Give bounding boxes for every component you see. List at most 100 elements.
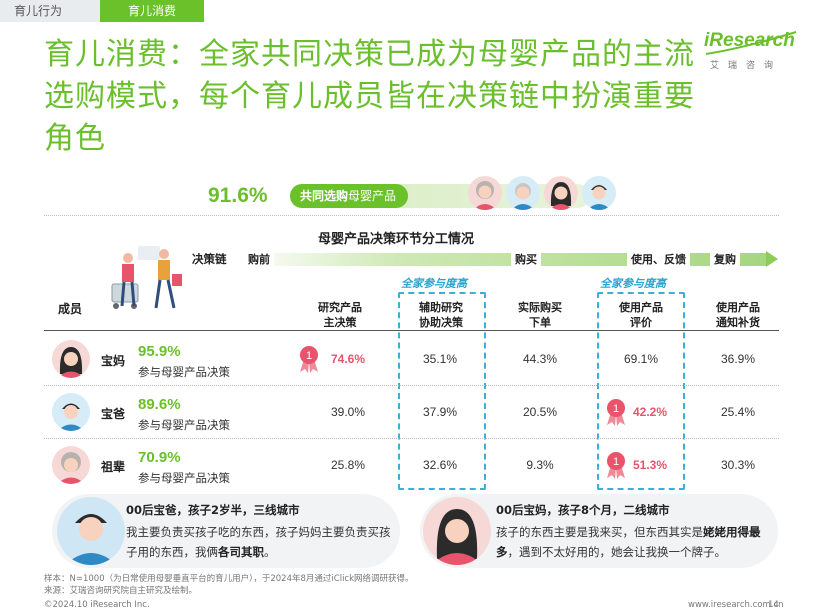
col-header-research-l2: 主决策 [323, 316, 357, 329]
svg-text:1: 1 [613, 456, 619, 468]
col-header-review-l1: 使用产品 [619, 301, 663, 314]
member-name-mother: 宝妈 [101, 354, 126, 368]
row-divider [44, 438, 779, 439]
cell-mother-research: 74.6% [330, 352, 366, 366]
member-desc-grandparents: 参与母婴产品决策 [138, 471, 230, 485]
logo-cn: 艾瑞咨询 [710, 61, 783, 71]
page-number: 14 [768, 600, 779, 610]
member-percent-father: 89.6% [138, 396, 181, 413]
rank-ribbon-icon: 1 [607, 399, 625, 426]
col-header-research-l1: 研究产品 [318, 301, 362, 314]
cell-grandparents-research: 25.8% [330, 458, 366, 472]
stage-pre-purchase: 购前 [244, 251, 274, 267]
col-header-purchase-l1: 实际购买 [518, 301, 562, 314]
cell-mother-restock: 36.9% [720, 352, 756, 366]
col-header-purchase-l2: 下单 [529, 316, 551, 329]
mother-avatar-icon [423, 497, 491, 565]
col-header-restock: 使用产品 通知补货 [698, 300, 778, 330]
quote-title-father: 00后宝爸，孩子2岁半，三线城市 [126, 503, 300, 517]
highlight-box-assist [398, 292, 486, 490]
member-name-father: 宝爸 [101, 407, 126, 421]
quote-text-father-plain: 我主要负责买孩子吃的东西，孩子妈妈主要负责买孩子用的东西，我俩 [126, 525, 391, 559]
father-avatar-icon [57, 497, 125, 565]
rank-ribbon-icon: 1 [300, 346, 318, 373]
col-header-restock-l1: 使用产品 [716, 301, 760, 314]
cell-grandparents-restock: 30.3% [720, 458, 756, 472]
cell-father-restock: 25.4% [720, 405, 756, 419]
quote-text-mother-end: ，遇到不太好用的，她会让我换一个牌子。 [507, 545, 727, 559]
logo-swoosh-icon [705, 31, 797, 55]
cell-father-purchase: 20.5% [522, 405, 558, 419]
iresearch-logo: iResearch 艾瑞咨询 [704, 30, 800, 74]
members-header: 成员 [58, 302, 83, 316]
cell-grandparents-review: 51.3% [632, 458, 668, 472]
col-header-restock-l2: 通知补货 [716, 316, 760, 329]
cell-grandparents-purchase: 9.3% [526, 458, 554, 472]
cell-father-research: 39.0% [330, 405, 366, 419]
section-divider [44, 215, 779, 216]
shoppers-illustration-icon [111, 246, 182, 309]
highlight-box-review [597, 292, 685, 490]
logo-word: iResearch [704, 30, 795, 51]
highlight-tag-assist: 全家参与度高 [401, 277, 467, 290]
member-desc-mother: 参与母婴产品决策 [138, 365, 230, 379]
stage-purchase: 购买 [511, 251, 541, 267]
joint-purchase-label-bold: 共同选购 [300, 189, 349, 203]
rank-ribbon-icon: 1 [607, 452, 625, 479]
cell-grandparents-assist: 32.6% [422, 458, 458, 472]
svg-text:1: 1 [613, 403, 619, 415]
quote-card-father: 00后宝爸，孩子2岁半，三线城市 我主要负责买孩子吃的东西，孩子妈妈主要负责买孩… [52, 494, 400, 568]
footer-url[interactable]: www.iresearch.com.cn [688, 600, 784, 610]
grandpa-avatar-icon [506, 176, 540, 210]
col-header-purchase: 实际购买 下单 [500, 300, 580, 330]
page-title: 育儿消费：全家共同决策已成为母婴产品的主流选购模式，每个育儿成员皆在决策链中扮演… [44, 37, 695, 156]
joint-purchase-label-rest: 母婴产品 [348, 189, 397, 203]
quote-title-mother: 00后宝妈，孩子8个月，二线城市 [496, 503, 670, 517]
stage-repurchase: 复购 [710, 251, 740, 267]
mother-avatar-icon [544, 176, 578, 210]
joint-purchase-percent: 91.6% [208, 184, 268, 207]
quote-text-father-end: 。 [264, 545, 276, 559]
grandma-avatar-icon [468, 176, 502, 210]
decision-chain-arrow [238, 251, 778, 267]
quote-text-mother-bold: 姥姥用得最多 [496, 525, 761, 559]
header-rule [44, 330, 779, 331]
footer-sample: 样本：N=1000（为日常使用母婴垂直平台的育儿用户），于2024年8月通过iC… [44, 574, 414, 584]
grandparents-avatar-icon [52, 446, 90, 484]
table-title: 母婴产品决策环节分工情况 [318, 232, 475, 247]
footer-copyright: ©2024.10 iResearch Inc. [44, 600, 150, 610]
member-percent-mother: 95.9% [138, 343, 181, 360]
member-desc-father: 参与母婴产品决策 [138, 418, 230, 432]
quote-text-mother: 孩子的东西主要是我来买，但东西其实是姥姥用得最多，遇到不太好用的，她会让我换一个… [496, 522, 772, 562]
cell-mother-purchase: 44.3% [522, 352, 558, 366]
mother-avatar-icon [52, 340, 90, 378]
footer-source: 来源：艾瑞咨询研究院自主研究及绘制。 [44, 586, 198, 596]
top-tabs: 育儿行为 育儿消费 [0, 0, 204, 22]
highlight-tag-review: 全家参与度高 [600, 277, 666, 290]
stage-use-feedback: 使用、反馈 [627, 251, 690, 267]
joint-purchase-label: 共同选购母婴产品 [290, 184, 408, 208]
cell-father-assist: 37.9% [422, 405, 458, 419]
col-header-assist-l2: 协助决策 [419, 316, 463, 329]
col-header-assist-l1: 辅助研究 [419, 301, 463, 314]
member-name-grandparents: 祖辈 [101, 460, 126, 474]
cell-mother-review: 69.1% [623, 352, 659, 366]
svg-text:1: 1 [306, 350, 312, 362]
col-header-research: 研究产品 主决策 [300, 300, 380, 330]
col-header-assist: 辅助研究 协助决策 [401, 300, 481, 330]
quote-text-mother-plain: 孩子的东西主要是我来买，但东西其实是 [496, 525, 703, 539]
col-header-review-l2: 评价 [630, 316, 652, 329]
cell-mother-assist: 35.1% [422, 352, 458, 366]
row-divider [44, 385, 779, 386]
tab-parenting-behavior[interactable]: 育儿行为 [0, 0, 100, 22]
col-header-review: 使用产品 评价 [601, 300, 681, 330]
father-avatar-icon [52, 393, 90, 431]
quote-text-father: 我主要负责买孩子吃的东西，孩子妈妈主要负责买孩子用的东西，我俩各司其职。 [126, 522, 394, 562]
family-avatars [468, 176, 616, 210]
father-avatar-icon [582, 176, 616, 210]
tab-parenting-consumption[interactable]: 育儿消费 [100, 0, 204, 22]
quote-card-mother: 00后宝妈，孩子8个月，二线城市 孩子的东西主要是我来买，但东西其实是姥姥用得最… [420, 494, 778, 568]
decision-chain-label: 决策链 [192, 252, 227, 266]
quote-text-father-bold: 各司其职 [218, 545, 264, 559]
member-percent-grandparents: 70.9% [138, 449, 181, 466]
